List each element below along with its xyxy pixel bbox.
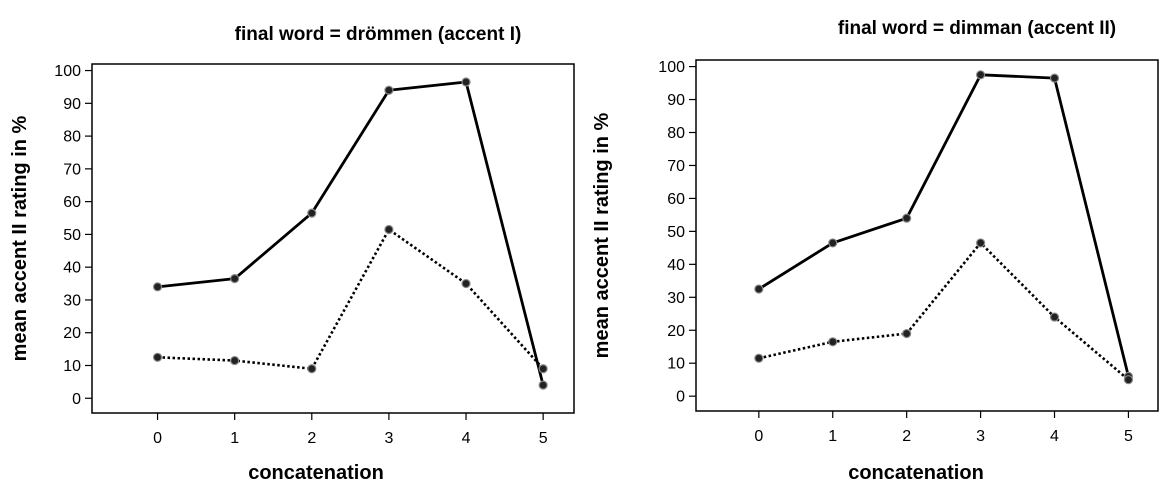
x-axis-label: concatenation <box>248 462 384 484</box>
y-tick-label: 70 <box>63 161 81 178</box>
chart-title: final word = dimman (accent II) <box>838 18 1116 39</box>
y-tick-label: 10 <box>63 358 81 375</box>
y-axis-label: mean accent II rating in % <box>9 115 31 361</box>
data-point-dotted <box>307 364 317 374</box>
data-point-solid <box>538 380 548 390</box>
y-tick-label: 70 <box>667 158 685 175</box>
series-line-solid <box>758 73 1130 377</box>
data-point-solid <box>230 274 240 284</box>
data-point-solid <box>902 213 912 223</box>
series-line-dotted <box>157 228 545 371</box>
y-tick-label: 20 <box>667 323 685 340</box>
data-point-dotted <box>754 353 764 363</box>
y-tick-label: 30 <box>667 290 685 307</box>
y-tick-label: 60 <box>667 191 685 208</box>
y-tick-label: 100 <box>658 59 685 76</box>
plot-area-frame <box>91 63 575 414</box>
data-point-dotted <box>1049 312 1060 322</box>
y-tick-label: 0 <box>676 389 685 406</box>
chart-panel-dimman: final word = dimman (accent II) 0 10 20 30 40… <box>580 0 1163 486</box>
y-tick-label: 50 <box>667 224 685 241</box>
y-tick-label: 0 <box>72 391 81 408</box>
series-line-dotted <box>758 241 1130 381</box>
y-tick-label: 30 <box>63 292 81 309</box>
x-tick-label: 2 <box>307 430 316 447</box>
data-point-solid <box>754 284 764 294</box>
data-point-dotted <box>1123 375 1134 385</box>
x-tick-label: 5 <box>539 430 548 447</box>
x-tick-label: 2 <box>902 428 911 445</box>
data-point-solid <box>152 282 163 292</box>
y-tick-label: 90 <box>667 92 685 109</box>
line-chart-dimman: final word = dimman (accent II)010203040… <box>591 18 1159 484</box>
data-point-dotted <box>461 278 471 289</box>
x-tick-label: 0 <box>754 428 763 445</box>
y-tick-label: 40 <box>667 257 685 274</box>
data-point-dotted <box>828 337 838 347</box>
data-point-solid <box>1049 73 1060 83</box>
data-point-dotted <box>538 364 548 374</box>
x-tick-label: 4 <box>462 430 471 447</box>
line-chart-drommen: final word = drömmen (accent I)010203040… <box>9 24 575 484</box>
data-point-solid <box>384 85 394 95</box>
data-point-solid <box>828 238 838 248</box>
chart-panel-drommen: final word = drömmen (accent I) 0 10 20 30 40… <box>0 0 580 486</box>
x-axis-label: concatenation <box>848 462 984 484</box>
y-tick-label: 20 <box>63 325 81 342</box>
y-tick-label: 80 <box>667 125 685 142</box>
series-line-solid <box>157 80 545 386</box>
data-point-solid <box>307 208 317 218</box>
plot-area-frame <box>695 59 1159 412</box>
data-point-dotted <box>902 328 912 339</box>
x-tick-label: 5 <box>1124 428 1133 445</box>
x-tick-label: 0 <box>153 430 162 447</box>
y-tick-label: 80 <box>63 129 81 146</box>
y-tick-label: 90 <box>63 96 81 113</box>
x-tick-label: 1 <box>230 430 239 447</box>
chart-title: final word = drömmen (accent I) <box>235 24 522 45</box>
x-tick-label: 4 <box>1050 428 1059 445</box>
y-tick-label: 60 <box>63 194 81 211</box>
y-axis-label: mean accent II rating in % <box>591 112 613 358</box>
y-tick-label: 10 <box>667 356 685 373</box>
data-point-dotted <box>384 224 394 235</box>
y-tick-label: 50 <box>63 227 81 244</box>
data-point-solid <box>461 77 471 87</box>
x-tick-label: 1 <box>828 428 837 445</box>
data-point-dotted <box>230 355 240 366</box>
x-tick-label: 3 <box>384 430 393 447</box>
y-tick-label: 40 <box>63 260 81 277</box>
data-point-dotted <box>975 238 986 248</box>
data-point-solid <box>975 70 986 80</box>
y-tick-label: 100 <box>54 63 81 80</box>
data-point-dotted <box>152 352 163 362</box>
x-tick-label: 3 <box>976 428 985 445</box>
